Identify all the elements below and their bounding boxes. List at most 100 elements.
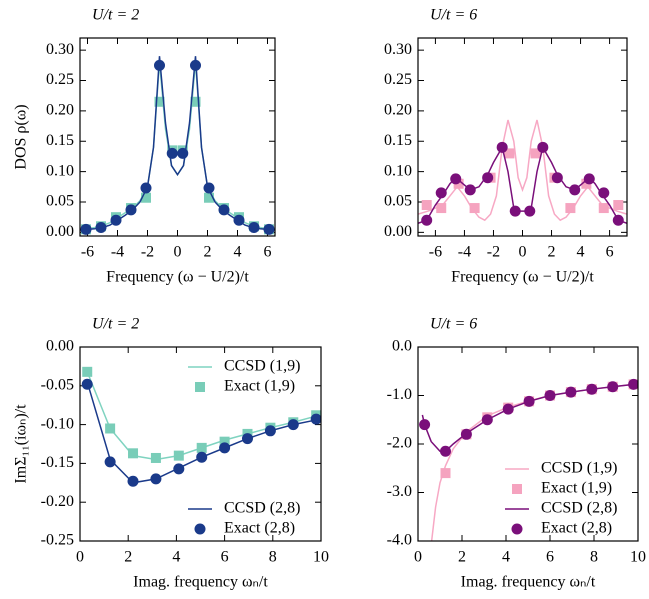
circle-marker [565,386,577,398]
circle-marker [233,214,245,226]
y-tick-label: -0.20 [41,493,74,510]
y-axis-label: DOS ρ(ω) [13,104,30,169]
x-tick-label: 10 [313,549,329,566]
square-marker [190,96,201,107]
plot-area [418,119,627,226]
y-tick-label: -0.05 [41,376,74,393]
square-marker [598,203,609,214]
y-tick-label: -0.25 [41,532,74,549]
legend-label: CCSD (1,9) [541,460,617,477]
circle-marker [524,205,536,217]
legend-marker [194,523,206,535]
y-tick-label: 0.15 [46,132,74,149]
x-axis-label: Frequency (ω − U/2)/t [451,269,594,286]
legend-label: Exact (2,8) [224,520,295,537]
plot-frame [79,37,276,237]
circle-marker [310,413,321,425]
panel-title: U/t = 2 [92,7,139,24]
square-marker [105,423,116,434]
y-tick-label: 0.00 [384,223,412,240]
x-tick-label: -2 [141,244,154,261]
circle-marker [154,59,165,71]
plot-frame [79,346,322,542]
x-tick-label: -2 [487,244,500,261]
circle-marker [196,451,208,463]
series-line [80,62,275,231]
square-marker [613,200,624,211]
y-tick-label: 0.10 [46,162,74,179]
circle-marker [95,221,107,233]
series-line [421,383,638,453]
y-tick-label: -3.0 [387,483,412,500]
circle-marker [440,445,451,457]
x-tick-label: -6 [429,244,442,261]
square-marker [154,96,165,107]
plot-area [81,366,321,487]
plot-area [80,56,275,235]
square-marker [565,203,576,214]
circle-marker [203,182,215,194]
x-tick-label: 2 [458,549,466,566]
panel: U/t = 6 Frequency (ω − U/2)/t -6 -4 -2 0 2 4 6 0.… [384,7,628,286]
x-tick-label: 10 [630,549,646,566]
circle-marker [419,419,431,431]
square-marker [141,192,151,203]
circle-marker [166,147,178,159]
circle-marker [583,173,595,185]
circle-marker [481,414,493,426]
y-tick-label: 0.00 [46,223,74,240]
square-marker [196,442,207,453]
legend-label: CCSD (1,9) [224,358,300,375]
square-marker [581,178,592,189]
circle-marker [523,395,535,407]
square-marker [421,200,432,211]
circle-marker [150,473,162,485]
circle-marker [612,214,624,226]
x-tick-label: 6 [264,244,272,261]
circle-marker [190,59,201,71]
series-line [418,119,627,222]
square-marker [440,468,451,479]
x-tick-label: 0 [414,549,422,566]
legend-marker [195,382,205,392]
circle-marker [628,378,638,390]
legend-marker [511,523,523,535]
circle-marker [140,182,152,194]
y-tick-label: -0.15 [41,454,74,471]
circle-marker [586,383,598,395]
panel: U/t = 2 Imag. frequency ωₙ/t ImΣ₁₁(iωₙ)/t 0… [13,316,329,591]
circle-marker [482,172,494,184]
legend-marker [512,484,522,494]
x-tick-label: 0 [519,244,527,261]
circle-marker [598,187,610,199]
plot-frame [417,346,639,542]
panel: U/t = 2 Frequency (ω − U/2)/t DOS ρ(ω) -6 -4… [13,7,276,286]
circle-marker [544,390,556,401]
circle-marker [80,223,92,235]
circle-marker [110,214,122,226]
y-tick-label: 0.30 [384,41,412,58]
series-line [86,381,317,484]
circle-marker [125,204,137,216]
x-tick-label: 4 [577,244,585,261]
x-axis-label: Imag. frequency ωₙ/t [133,574,268,591]
legend-label: Exact (1,9) [541,480,612,497]
x-tick-label: 2 [124,549,132,566]
square-marker [150,452,161,463]
square-marker [436,203,447,214]
x-tick-label: 2 [204,244,212,261]
circle-marker [264,425,276,437]
y-tick-label: 0.0 [392,338,412,355]
x-tick-label: -4 [111,244,124,261]
circle-marker [421,214,433,226]
y-tick-label: 0.20 [46,102,74,119]
x-tick-label: 4 [502,549,510,566]
circle-marker [464,184,476,196]
circle-marker [551,172,563,184]
circle-marker [219,442,231,454]
y-tick-label: -1.0 [387,386,412,403]
panel: U/t = 6 Imag. frequency ωₙ/t 0 2 4 6 8 10 -4.0 -3… [387,316,646,591]
y-tick-label: -2.0 [387,435,412,452]
square-marker [530,148,541,159]
